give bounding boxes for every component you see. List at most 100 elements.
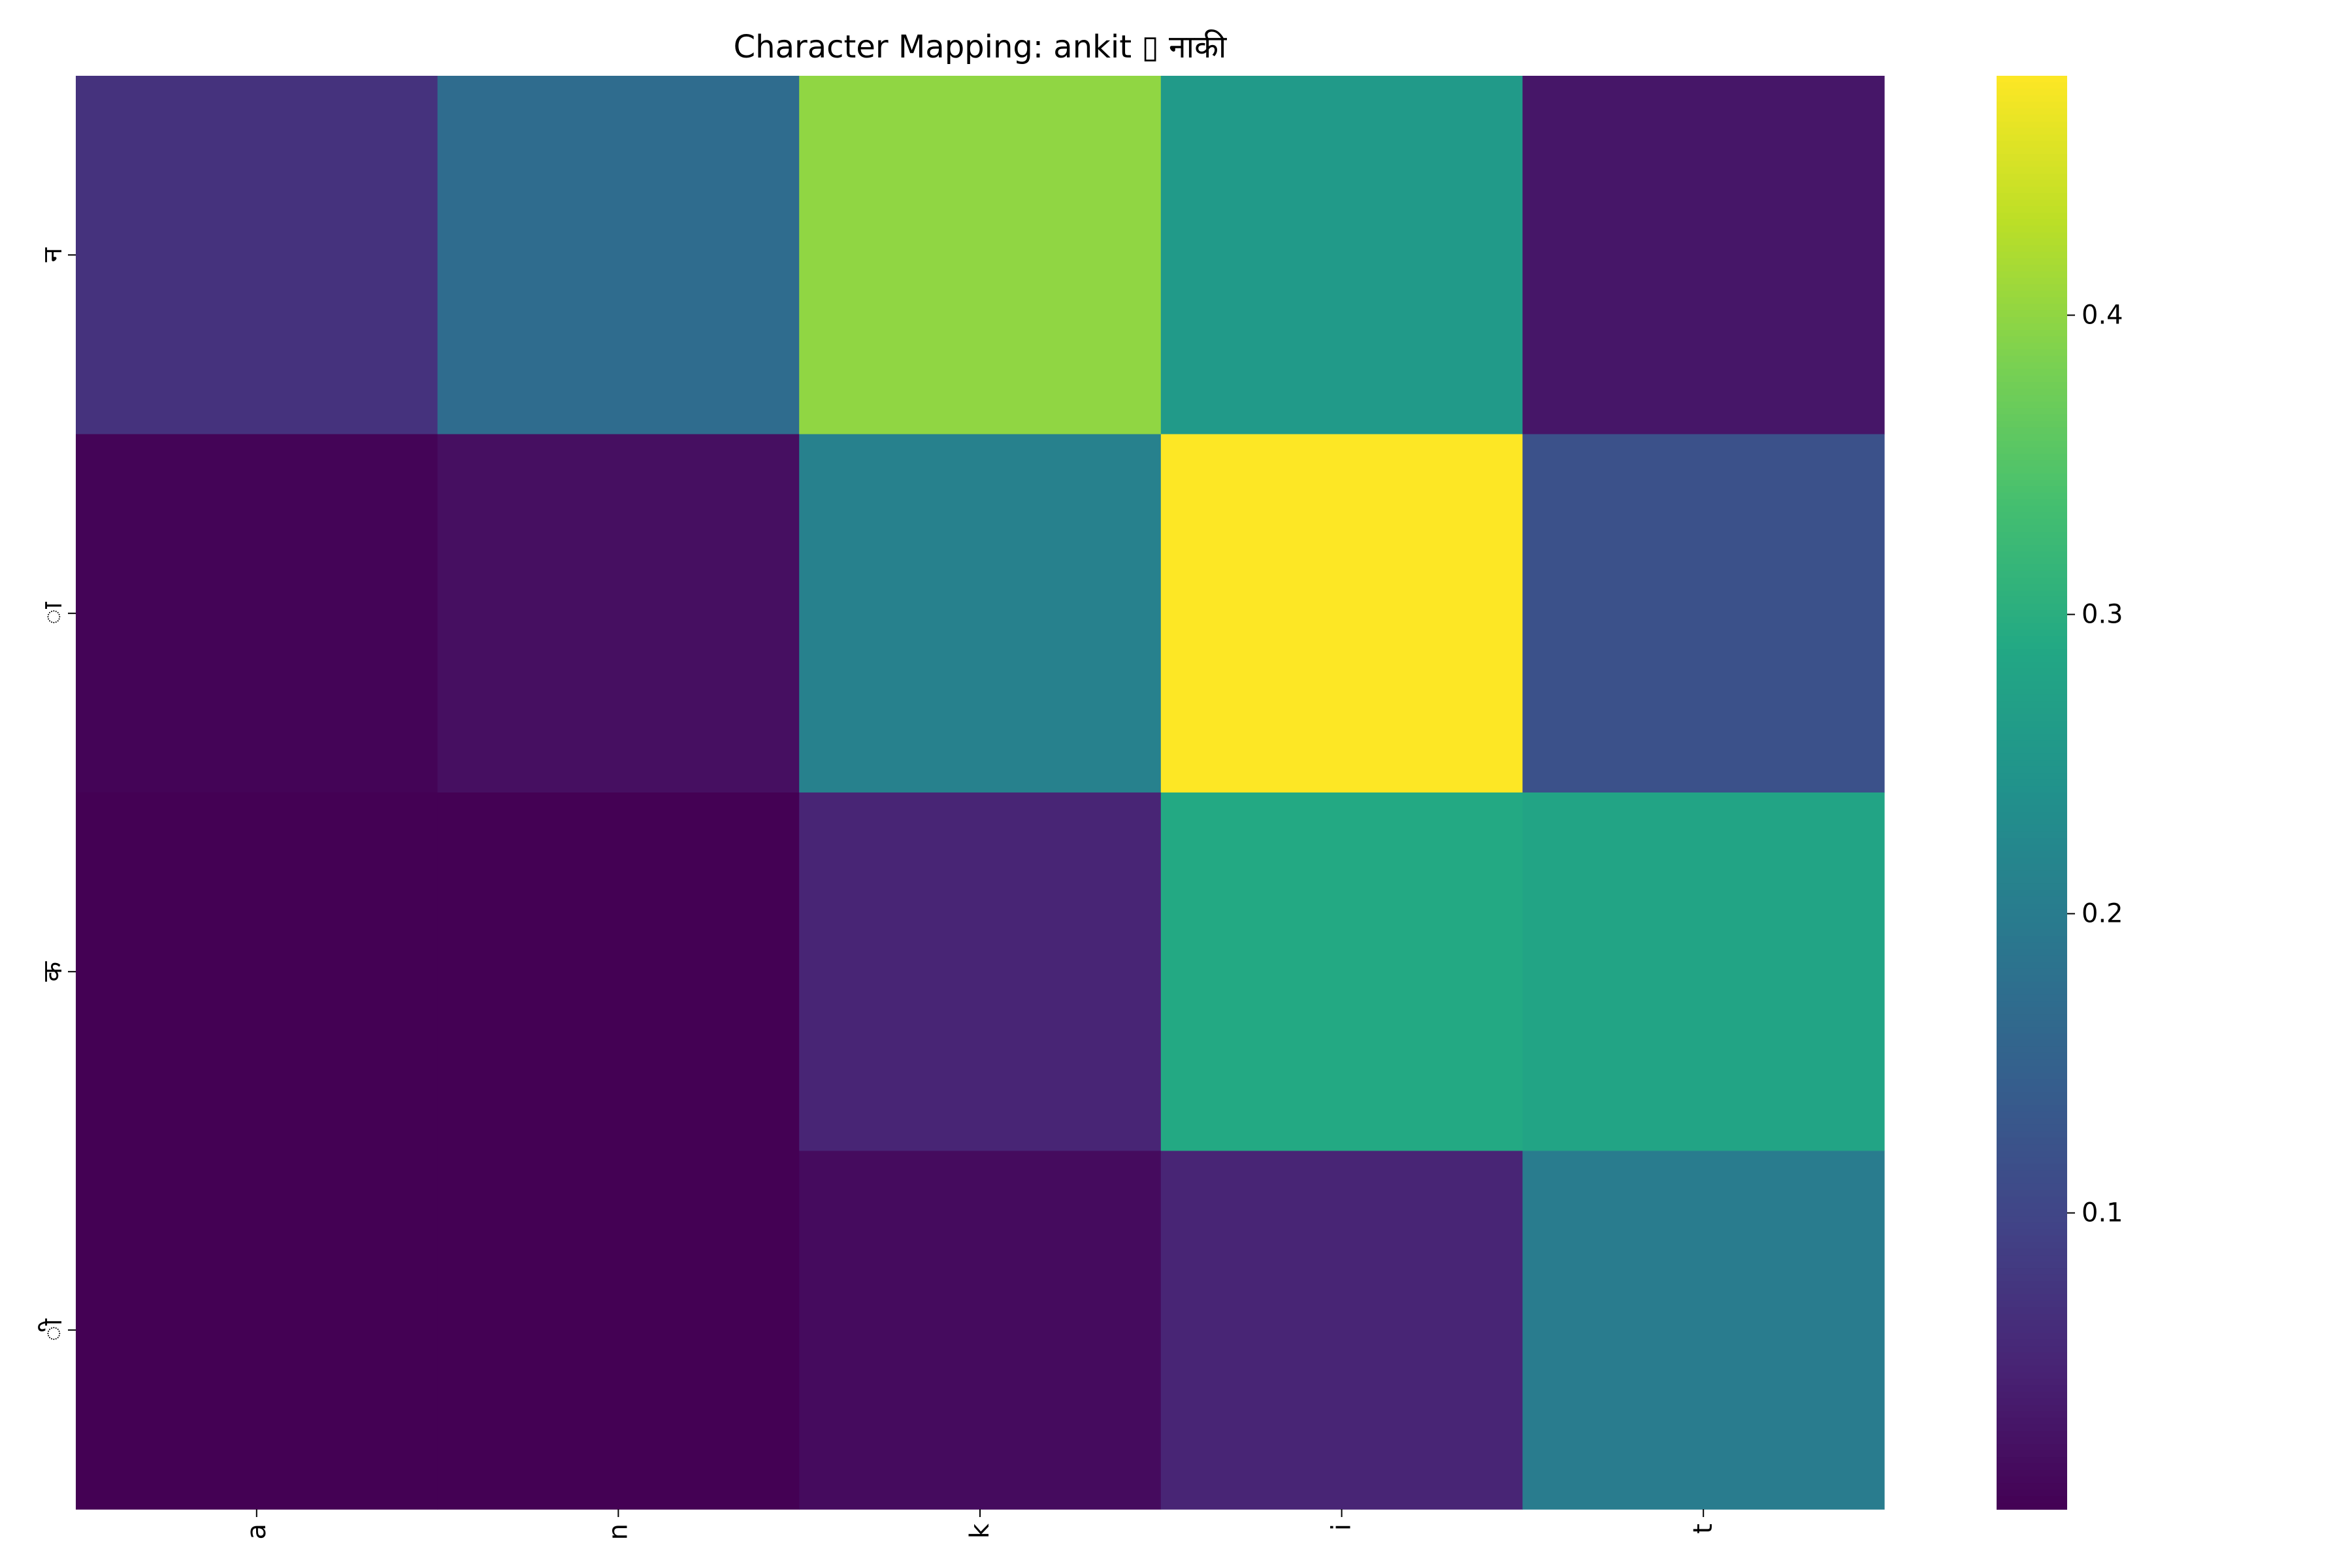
colorbar-segment: [1997, 245, 2067, 253]
colorbar-segment: [1997, 753, 2067, 760]
heatmap-cell: [76, 792, 438, 1152]
colorbar-segment: [1997, 440, 2067, 448]
colorbar-segment: [1997, 519, 2067, 526]
colorbar-segment: [1997, 551, 2067, 559]
colorbar-tick-label: 0.3: [2082, 599, 2123, 629]
colorbar-segment: [1997, 421, 2067, 429]
colorbar-segment: [1997, 1098, 2067, 1106]
colorbar-segment: [1997, 545, 2067, 552]
colorbar-segment: [1997, 1105, 2067, 1113]
colorbar-segment: [1997, 1333, 2067, 1341]
colorbar-segment: [1997, 127, 2067, 135]
colorbar-segment: [1997, 1418, 2067, 1426]
colorbar-segment: [1997, 896, 2067, 904]
colorbar-segment: [1997, 1183, 2067, 1191]
colorbar-segment: [1997, 975, 2067, 983]
colorbar-segment: [1997, 525, 2067, 532]
colorbar-segment: [1997, 167, 2067, 174]
colorbar-segment: [1997, 271, 2067, 278]
colorbar-segment: [1997, 844, 2067, 852]
colorbar-segment: [1997, 88, 2067, 96]
colorbar-segment: [1997, 1372, 2067, 1380]
colorbar-segment: [1997, 818, 2067, 826]
colorbar-segment: [1997, 596, 2067, 604]
colorbar-segment: [1997, 747, 2067, 754]
colorbar-segment: [1997, 1496, 2067, 1503]
colorbar-segment: [1997, 708, 2067, 715]
colorbar-segment: [1997, 883, 2067, 891]
colorbar-segment: [1997, 1177, 2067, 1184]
colorbar-segment: [1997, 1085, 2067, 1093]
heatmap-cell: [437, 792, 800, 1152]
colorbar-segment: [1997, 642, 2067, 650]
colorbar-segment: [1997, 1137, 2067, 1145]
colorbar-segment: [1997, 1072, 2067, 1080]
colorbar-segment: [1997, 994, 2067, 1002]
colorbar-segment: [1997, 121, 2067, 129]
colorbar-segment: [1997, 936, 2067, 943]
colorbar-segment: [1997, 160, 2067, 168]
colorbar-segment: [1997, 1229, 2067, 1236]
x-tick-label: k: [965, 1523, 995, 1539]
colorbar-segment: [1997, 798, 2067, 806]
colorbar-segment: [1997, 82, 2067, 90]
colorbar-segment: [1997, 1346, 2067, 1354]
colorbar-segment: [1997, 434, 2067, 442]
colorbar-segment: [1997, 1039, 2067, 1047]
heatmap-cell: [799, 76, 1162, 435]
colorbar-segment: [1997, 101, 2067, 109]
colorbar-segment: [1997, 1242, 2067, 1249]
x-tick-label: i: [1327, 1524, 1357, 1531]
colorbar-segment: [1997, 1209, 2067, 1217]
colorbar: [1997, 76, 2067, 1510]
colorbar-segment: [1997, 1196, 2067, 1204]
colorbar-segment: [1997, 838, 2067, 845]
colorbar-segment: [1997, 1157, 2067, 1165]
colorbar-segment: [1997, 1307, 2067, 1315]
colorbar-segment: [1997, 792, 2067, 800]
heatmap-cells: [76, 76, 1885, 1510]
colorbar-segment: [1997, 909, 2067, 917]
colorbar-segment: [1997, 1431, 2067, 1439]
colorbar-segment: [1997, 512, 2067, 519]
colorbar-segment: [1997, 1066, 2067, 1073]
colorbar-segment: [1997, 857, 2067, 865]
colorbar-segment: [1997, 610, 2067, 617]
colorbar-segment: [1997, 714, 2067, 722]
colorbar-segment: [1997, 903, 2067, 911]
colorbar-segment: [1997, 395, 2067, 402]
colorbar-segment: [1997, 662, 2067, 670]
colorbar-segment: [1997, 538, 2067, 546]
colorbar-segment: [1997, 329, 2067, 337]
colorbar-segment: [1997, 1424, 2067, 1432]
colorbar-segment: [1997, 1079, 2067, 1086]
colorbar-segment: [1997, 1046, 2067, 1054]
colorbar-segment: [1997, 1111, 2067, 1119]
colorbar-segment: [1997, 570, 2067, 578]
heatmap-cell: [437, 434, 800, 793]
colorbar-segment: [1997, 252, 2067, 259]
colorbar-segment: [1997, 278, 2067, 285]
colorbar-segment: [1997, 988, 2067, 995]
colorbar-segment: [1997, 1118, 2067, 1126]
heatmap-cell: [1160, 792, 1523, 1152]
colorbar-segment: [1997, 368, 2067, 376]
colorbar-segment: [1997, 1405, 2067, 1413]
colorbar-segment: [1997, 193, 2067, 201]
colorbar-segment: [1997, 916, 2067, 924]
colorbar-segment: [1997, 1450, 2067, 1458]
colorbar-segment: [1997, 1326, 2067, 1334]
colorbar-segment: [1997, 923, 2067, 930]
colorbar-segment: [1997, 382, 2067, 389]
colorbar-segment: [1997, 473, 2067, 481]
colorbar-segment: [1997, 688, 2067, 696]
colorbar-segment: [1997, 1294, 2067, 1301]
colorbar-segment: [1997, 238, 2067, 246]
colorbar-segment: [1997, 76, 2067, 83]
colorbar-segment: [1997, 95, 2067, 103]
colorbar-segment: [1997, 1164, 2067, 1171]
colorbar-segment: [1997, 1281, 2067, 1288]
heatmap-cell: [76, 76, 438, 435]
colorbar-segment: [1997, 734, 2067, 742]
